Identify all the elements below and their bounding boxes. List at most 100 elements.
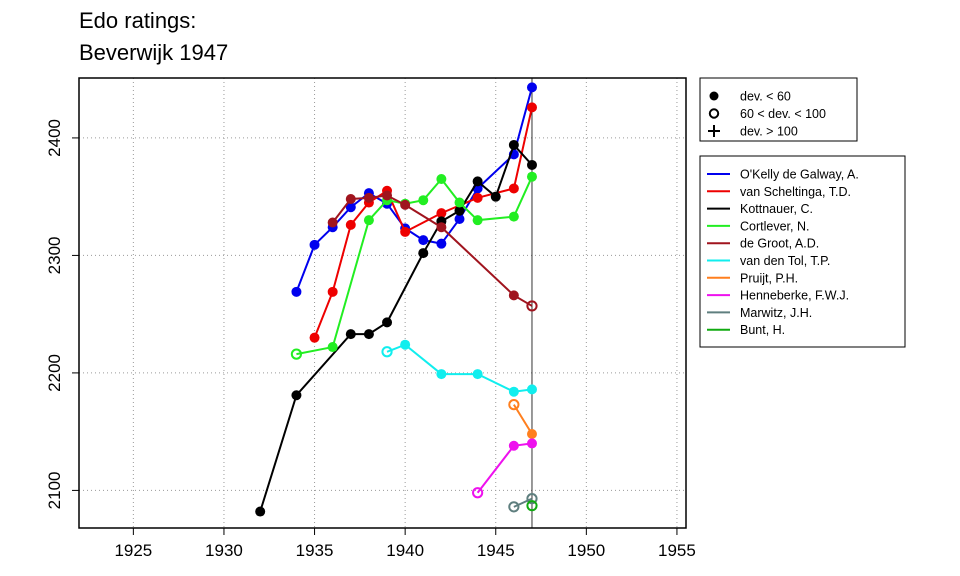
chart-title-line-1: Edo ratings: <box>79 8 196 33</box>
series-line <box>386 343 533 393</box>
data-point <box>327 342 338 353</box>
series-legend-label: Bunt, H. <box>740 323 785 337</box>
y-tick-label: 2300 <box>45 237 64 275</box>
x-tick-label: 1925 <box>114 541 152 560</box>
data-point <box>472 176 483 187</box>
data-point <box>309 239 320 250</box>
data-point <box>508 386 519 397</box>
chart-title-line-2: Beverwijk 1947 <box>79 40 228 65</box>
series-2 <box>255 139 537 517</box>
data-point <box>382 190 393 201</box>
series-4 <box>327 190 538 312</box>
data-point <box>490 191 501 202</box>
data-point <box>526 384 537 395</box>
data-point <box>418 235 429 246</box>
data-point <box>454 197 465 208</box>
data-point <box>327 286 338 297</box>
data-point <box>400 339 411 350</box>
data-point <box>363 329 374 340</box>
data-point <box>526 159 537 170</box>
data-point <box>309 332 320 343</box>
data-point <box>472 369 483 380</box>
data-point <box>345 194 356 205</box>
x-axis: 1925 1930 1935 1940 1945 1950 1955 <box>114 528 696 560</box>
gridlines <box>79 78 686 528</box>
series-3 <box>290 171 537 360</box>
data-point <box>526 102 537 113</box>
data-point-open <box>526 500 538 512</box>
series-0 <box>291 82 537 297</box>
data-point <box>418 195 429 206</box>
x-tick-label: 1950 <box>567 541 605 560</box>
data-point-open <box>526 493 538 505</box>
data-point <box>400 226 411 237</box>
data-point <box>472 192 483 203</box>
data-point <box>526 438 537 449</box>
data-point <box>436 208 447 219</box>
symbol-legend-label: dev. > 100 <box>740 125 798 139</box>
data-point <box>382 317 393 328</box>
series-legend-label: Kottnauer, C. <box>740 202 813 216</box>
data-point <box>508 290 519 301</box>
data-point <box>508 211 519 222</box>
series-line <box>295 87 533 293</box>
data-point <box>508 139 519 150</box>
symbol-legend-label: 60 < dev. < 100 <box>740 107 826 121</box>
data-point <box>345 329 356 340</box>
data-point-open <box>290 348 303 360</box>
data-point <box>436 369 447 380</box>
series-8 <box>508 493 538 513</box>
data-point <box>436 222 447 233</box>
data-point <box>363 215 374 226</box>
data-point <box>291 286 302 297</box>
y-tick-label: 2200 <box>45 354 64 392</box>
x-tick-label: 1940 <box>386 541 424 560</box>
data-point <box>454 213 465 224</box>
series-legend-label: Pruijt, P.H. <box>740 271 798 285</box>
series-line <box>476 442 533 494</box>
series-line <box>296 176 533 356</box>
symbol-legend: dev. < 60 60 < dev. < 100 dev. > 100 <box>699 77 858 142</box>
series-5 <box>381 339 537 397</box>
data-point <box>472 215 483 226</box>
series-legend: O'Kelly de Galway, A. van Scheltinga, T.D… <box>699 155 906 348</box>
series-line <box>513 404 533 435</box>
data-point-open <box>472 487 484 499</box>
series-line <box>259 143 533 512</box>
data-point <box>436 174 447 185</box>
x-tick-label: 1945 <box>477 541 515 560</box>
data-point <box>345 202 356 213</box>
data-point <box>363 192 374 203</box>
series-layer <box>255 82 538 517</box>
data-point-open <box>508 399 520 411</box>
symbol-legend-label: dev. < 60 <box>740 90 791 104</box>
y-axis: 2100 2200 2300 2400 <box>45 119 79 509</box>
series-legend-label: Henneberke, F.W.J. <box>740 289 849 303</box>
data-point-open <box>508 501 520 513</box>
data-point <box>526 82 537 93</box>
data-point <box>454 205 465 216</box>
data-point <box>327 217 338 228</box>
x-tick-label: 1955 <box>658 541 696 560</box>
data-point <box>508 183 519 194</box>
series-legend-label: de Groot, A.D. <box>740 237 819 251</box>
series-legend-label: O'Kelly de Galway, A. <box>740 168 859 182</box>
data-point <box>526 429 537 440</box>
series-legend-label: Marwitz, J.H. <box>740 306 812 320</box>
data-point <box>345 219 356 230</box>
data-point <box>400 199 411 210</box>
data-point <box>291 390 302 401</box>
plot-frame <box>78 77 687 529</box>
x-tick-label: 1930 <box>205 541 243 560</box>
data-point-open <box>381 346 393 358</box>
series-6 <box>508 399 537 440</box>
legend-marker-plus <box>708 125 720 137</box>
data-point <box>526 171 537 182</box>
data-point <box>255 506 266 517</box>
series-legend-label: van Scheltinga, T.D. <box>740 185 851 199</box>
legend-marker-open <box>708 108 720 119</box>
series-line <box>513 497 533 508</box>
data-point <box>508 440 519 451</box>
symbol-legend-box <box>699 77 858 142</box>
